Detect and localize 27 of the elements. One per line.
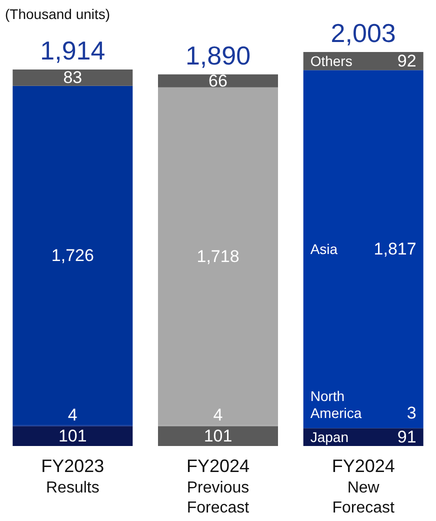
series-label: Asia	[310, 240, 338, 257]
series-label: North America	[310, 388, 362, 422]
series-label: Others	[310, 53, 352, 70]
data-label: 1,726	[51, 246, 94, 266]
bar	[12, 426, 133, 446]
data-label: 101	[204, 426, 232, 446]
data-label: 92	[397, 52, 416, 71]
data-label: 4	[213, 405, 223, 424]
data-label: 4	[68, 405, 78, 424]
bar	[12, 70, 133, 86]
x-tick-label: FY2023 Results	[41, 456, 104, 496]
data-label: 83	[63, 68, 82, 88]
data-label: 1,718	[196, 246, 240, 266]
data-label: 1,817	[374, 239, 416, 258]
total-label: 2,003	[330, 18, 396, 48]
y-axis-title: (Thousand units)	[5, 6, 110, 22]
series-label: Japan	[310, 429, 348, 446]
bar	[12, 86, 133, 426]
data-label: 91	[397, 428, 416, 447]
data-label: 101	[58, 426, 87, 446]
data-label: 3	[406, 404, 416, 423]
total-label: 1,890	[185, 40, 251, 70]
data-label: 66	[208, 71, 228, 90]
bar	[158, 74, 278, 88]
x-tick-label: FY2024 Previous Forecast	[186, 456, 250, 516]
x-tick-label: FY2024 New Forecast	[332, 456, 396, 516]
total-label: 1,914	[40, 36, 106, 66]
